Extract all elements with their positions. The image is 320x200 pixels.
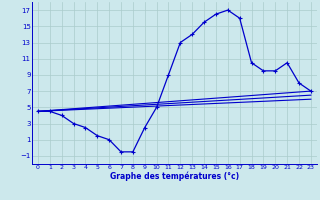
- X-axis label: Graphe des températures (°c): Graphe des températures (°c): [110, 172, 239, 181]
